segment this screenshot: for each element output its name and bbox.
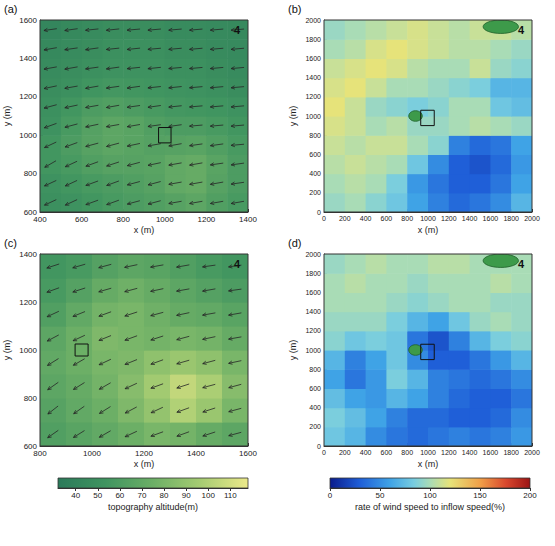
svg-text:topography altitude(m): topography altitude(m) xyxy=(108,502,198,512)
svg-text:1600: 1600 xyxy=(239,449,257,458)
svg-text:1000: 1000 xyxy=(420,449,436,456)
svg-text:1600: 1600 xyxy=(305,55,321,62)
svg-text:1400: 1400 xyxy=(305,308,321,315)
svg-text:y (m): y (m) xyxy=(288,340,298,361)
svg-text:100: 100 xyxy=(202,491,216,500)
svg-text:0: 0 xyxy=(322,215,326,222)
svg-text:1200: 1200 xyxy=(198,215,216,224)
svg-text:1600: 1600 xyxy=(305,289,321,296)
svg-text:800: 800 xyxy=(309,366,321,373)
svg-text:1400: 1400 xyxy=(239,215,257,224)
svg-text:800: 800 xyxy=(24,169,38,178)
svg-text:1200: 1200 xyxy=(441,449,457,456)
svg-text:rate of wind speed to inflow s: rate of wind speed to inflow speed(%) xyxy=(355,502,505,512)
svg-text:800: 800 xyxy=(401,449,413,456)
svg-text:200: 200 xyxy=(523,491,537,500)
svg-text:1200: 1200 xyxy=(19,298,37,307)
svg-text:4: 4 xyxy=(518,24,525,36)
svg-text:400: 400 xyxy=(309,404,321,411)
svg-text:200: 200 xyxy=(339,449,351,456)
svg-text:1000: 1000 xyxy=(420,215,436,222)
svg-text:1200: 1200 xyxy=(441,215,457,222)
svg-text:90: 90 xyxy=(182,491,191,500)
svg-text:x (m): x (m) xyxy=(134,225,155,235)
svg-text:800: 800 xyxy=(24,394,38,403)
svg-text:80: 80 xyxy=(160,491,169,500)
svg-text:(c): (c) xyxy=(4,237,17,249)
svg-text:800: 800 xyxy=(309,132,321,139)
svg-text:600: 600 xyxy=(23,441,37,451)
svg-text:600: 600 xyxy=(309,385,321,392)
svg-text:(a): (a) xyxy=(4,3,17,15)
svg-text:2000: 2000 xyxy=(305,17,321,24)
svg-text:(d): (d) xyxy=(288,237,301,249)
svg-text:4: 4 xyxy=(234,24,241,36)
svg-text:1800: 1800 xyxy=(305,36,321,43)
svg-text:1400: 1400 xyxy=(462,449,478,456)
svg-text:1000: 1000 xyxy=(156,215,174,224)
svg-text:200: 200 xyxy=(309,423,321,430)
svg-text:800: 800 xyxy=(117,215,131,224)
svg-text:400: 400 xyxy=(360,215,372,222)
svg-text:200: 200 xyxy=(339,215,351,222)
svg-text:600: 600 xyxy=(381,449,393,456)
svg-text:600: 600 xyxy=(309,151,321,158)
svg-text:600: 600 xyxy=(75,215,89,224)
svg-text:400: 400 xyxy=(360,449,372,456)
svg-text:y (m): y (m) xyxy=(2,340,12,361)
svg-text:x (m): x (m) xyxy=(418,459,439,469)
svg-text:50: 50 xyxy=(376,491,385,500)
svg-text:1400: 1400 xyxy=(462,215,478,222)
svg-text:1200: 1200 xyxy=(135,449,153,458)
svg-text:100: 100 xyxy=(423,491,437,500)
svg-text:1200: 1200 xyxy=(305,93,321,100)
svg-text:x (m): x (m) xyxy=(134,459,155,469)
svg-text:0: 0 xyxy=(317,209,321,216)
svg-text:70: 70 xyxy=(138,491,147,500)
svg-text:y (m): y (m) xyxy=(288,106,298,127)
svg-text:(b): (b) xyxy=(288,3,301,15)
svg-text:600: 600 xyxy=(23,207,37,217)
svg-text:1400: 1400 xyxy=(19,250,37,259)
svg-text:1600: 1600 xyxy=(483,449,499,456)
svg-text:1000: 1000 xyxy=(305,347,321,354)
svg-text:2000: 2000 xyxy=(524,449,540,456)
svg-text:1400: 1400 xyxy=(19,54,37,63)
svg-text:110: 110 xyxy=(224,491,237,500)
svg-text:0: 0 xyxy=(328,491,333,500)
svg-text:0: 0 xyxy=(322,449,326,456)
svg-text:x (m): x (m) xyxy=(418,225,439,235)
svg-text:600: 600 xyxy=(381,215,393,222)
svg-text:1000: 1000 xyxy=(19,131,37,140)
svg-text:150: 150 xyxy=(473,491,487,500)
svg-text:40: 40 xyxy=(71,491,80,500)
svg-text:0: 0 xyxy=(317,443,321,450)
svg-text:200: 200 xyxy=(309,189,321,196)
svg-text:1600: 1600 xyxy=(19,16,37,25)
svg-text:1800: 1800 xyxy=(305,270,321,277)
svg-text:1600: 1600 xyxy=(483,215,499,222)
svg-text:4: 4 xyxy=(234,258,241,270)
svg-text:2000: 2000 xyxy=(524,215,540,222)
svg-text:1000: 1000 xyxy=(83,449,101,458)
svg-text:1400: 1400 xyxy=(305,74,321,81)
svg-text:60: 60 xyxy=(115,491,124,500)
svg-text:1400: 1400 xyxy=(187,449,205,458)
svg-text:400: 400 xyxy=(309,170,321,177)
svg-text:2000: 2000 xyxy=(305,251,321,258)
svg-text:1800: 1800 xyxy=(503,215,519,222)
svg-text:1200: 1200 xyxy=(305,327,321,334)
svg-text:1000: 1000 xyxy=(19,346,37,355)
svg-text:800: 800 xyxy=(401,215,413,222)
svg-text:y (m): y (m) xyxy=(2,106,12,127)
svg-text:800: 800 xyxy=(33,449,47,458)
svg-text:1000: 1000 xyxy=(305,113,321,120)
svg-text:400: 400 xyxy=(33,215,47,224)
svg-text:50: 50 xyxy=(93,491,102,500)
svg-text:1800: 1800 xyxy=(503,449,519,456)
svg-text:4: 4 xyxy=(518,258,525,270)
svg-text:1200: 1200 xyxy=(19,92,37,101)
